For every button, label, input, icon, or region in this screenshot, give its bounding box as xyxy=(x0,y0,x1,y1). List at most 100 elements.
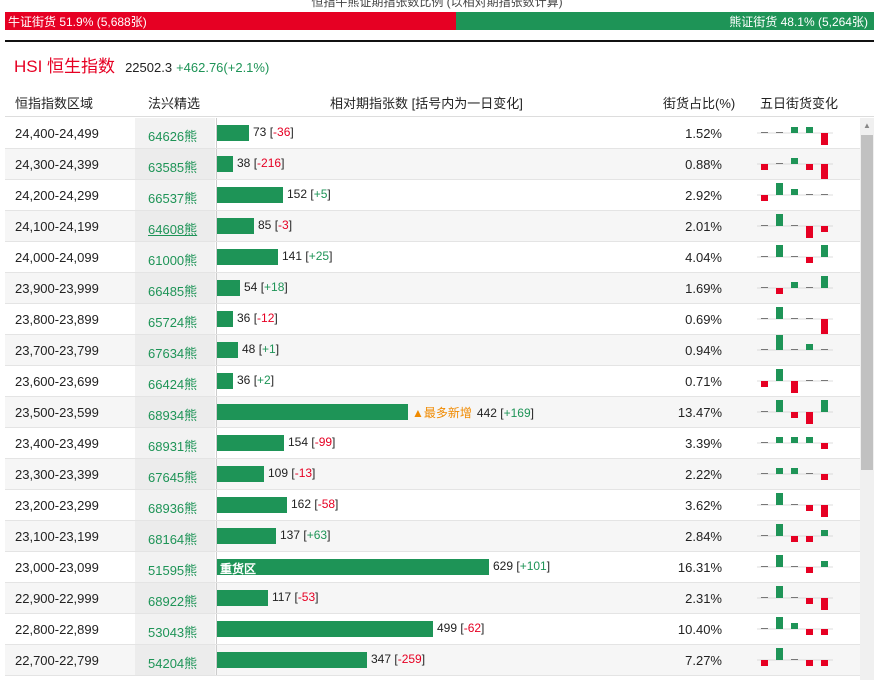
outstanding-pct: 13.47% xyxy=(677,405,722,420)
count-value: 154 xyxy=(288,435,309,449)
code-cell xyxy=(135,459,215,489)
warrant-code-link[interactable]: 67645熊 xyxy=(148,470,198,485)
spark-bar xyxy=(821,194,828,195)
warrant-code-link[interactable]: 68931熊 xyxy=(148,439,198,454)
five-day-sparkline xyxy=(757,245,833,263)
outstanding-pct: 2.01% xyxy=(685,219,722,234)
spark-bar xyxy=(761,411,768,412)
count-value: 347 xyxy=(371,652,392,666)
count-value: 442 xyxy=(476,406,497,420)
spark-bar xyxy=(821,276,828,288)
spark-bar xyxy=(821,474,828,480)
scroll-up-arrow-icon[interactable]: ▲ xyxy=(863,121,871,130)
code-cell xyxy=(135,397,215,427)
spark-bar xyxy=(821,505,828,517)
warrant-code-link[interactable]: 64608熊 xyxy=(148,222,198,237)
contracts-bar-area: 54 [+18] xyxy=(216,273,666,303)
outstanding-pct: 0.94% xyxy=(685,343,722,358)
warrant-code-link[interactable]: 67634熊 xyxy=(148,346,198,361)
warrant-code-link[interactable]: 51595熊 xyxy=(148,563,198,578)
warrant-code-link[interactable]: 66485熊 xyxy=(148,284,198,299)
warrant-code-link[interactable]: 66537熊 xyxy=(148,191,198,206)
contracts-count: 347 [-259] xyxy=(371,652,426,666)
spark-bar xyxy=(806,380,813,381)
spark-bar xyxy=(776,524,783,536)
warrant-code-link[interactable]: 68934熊 xyxy=(148,408,198,423)
warrant-code-link[interactable]: 68922熊 xyxy=(148,594,198,609)
spark-bar xyxy=(776,400,783,412)
outstanding-pct: 3.39% xyxy=(685,436,722,451)
five-day-sparkline xyxy=(757,555,833,573)
warrant-code-link[interactable]: 61000熊 xyxy=(148,253,198,268)
five-day-sparkline xyxy=(757,369,833,393)
count-value: 36 xyxy=(237,373,251,387)
index-range: 23,700-23,799 xyxy=(15,343,99,358)
spark-bar xyxy=(791,349,798,350)
five-day-sparkline xyxy=(757,617,833,635)
table-row: 22,800-22,899 53043熊 499 [-62] 10.40% xyxy=(5,614,860,645)
contracts-count: 54 [+18] xyxy=(244,280,288,294)
spark-bar xyxy=(761,164,768,170)
outstanding-pct: 1.52% xyxy=(685,126,722,141)
spark-bar xyxy=(821,245,828,257)
header-code: 法兴精选 xyxy=(148,96,201,111)
spark-bar xyxy=(806,164,813,170)
warrant-code-link[interactable]: 65724熊 xyxy=(148,315,198,330)
code-cell xyxy=(135,552,215,582)
outstanding-pct: 10.40% xyxy=(677,622,722,637)
warrant-code-link[interactable]: 53043熊 xyxy=(148,625,198,640)
five-day-sparkline xyxy=(757,214,833,238)
warrant-code-link[interactable]: 54204熊 xyxy=(148,656,198,671)
table-row: 23,600-23,699 66424熊 36 [+2] 0.71% xyxy=(5,366,860,397)
scrollbar-thumb[interactable] xyxy=(861,135,873,470)
contracts-bar-area: 重货区 629 [+101] xyxy=(216,552,666,582)
spark-bar xyxy=(821,226,828,232)
five-day-sparkline xyxy=(757,276,833,294)
spark-bar xyxy=(821,349,828,350)
bull-ratio-text: 牛证街货 51.9% (5,688张) xyxy=(8,14,147,29)
spark-bar xyxy=(791,659,798,660)
outstanding-pct: 2.84% xyxy=(685,529,722,544)
index-range: 24,300-24,399 xyxy=(15,157,99,172)
contracts-bar xyxy=(217,187,283,203)
warrant-code-link[interactable]: 68936熊 xyxy=(148,501,198,516)
index-value: 22502.3 xyxy=(125,60,173,75)
contracts-bar-area: 152 [+5] xyxy=(216,180,666,210)
count-change: -3 xyxy=(278,218,289,232)
spark-bar xyxy=(806,598,813,604)
header-contracts: 相对期指张数 [括号内为一日变化] xyxy=(330,96,523,111)
heavy-zone-label: 重货区 xyxy=(220,562,257,576)
outstanding-pct: 2.22% xyxy=(685,467,722,482)
index-range: 23,800-23,899 xyxy=(15,312,99,327)
spark-bar xyxy=(761,287,768,288)
spark-bar xyxy=(761,535,768,536)
warrant-code-link[interactable]: 64626熊 xyxy=(148,129,198,144)
index-range: 22,800-22,899 xyxy=(15,622,99,637)
code-cell xyxy=(135,645,215,675)
code-cell xyxy=(135,490,215,520)
warrant-code-link[interactable]: 68164熊 xyxy=(148,532,198,547)
index-name: HSI 恒生指数 xyxy=(14,57,116,76)
spark-bar xyxy=(806,629,813,635)
count-value: 137 xyxy=(280,528,301,542)
spark-bar xyxy=(761,195,768,201)
index-change: +462.76(+2.1%) xyxy=(176,60,270,75)
index-range: 22,900-22,999 xyxy=(15,591,99,606)
header-pct: 街货占比(%) xyxy=(663,96,736,111)
spark-bar xyxy=(776,648,783,660)
table-row: 24,400-24,499 64626熊 73 [-36] 1.52% xyxy=(5,118,860,149)
count-value: 38 xyxy=(237,156,251,170)
contracts-count: 162 [-58] xyxy=(291,497,339,511)
outstanding-pct: 16.31% xyxy=(677,560,722,575)
spark-bar xyxy=(821,629,828,635)
warrant-code-link[interactable]: 63585熊 xyxy=(148,160,198,175)
warrant-code-link[interactable]: 66424熊 xyxy=(148,377,198,392)
spark-bar xyxy=(761,132,768,133)
count-change: +2 xyxy=(257,373,271,387)
spark-bar xyxy=(761,256,768,257)
table-row: 23,200-23,299 68936熊 162 [-58] 3.62% xyxy=(5,490,860,521)
code-cell xyxy=(135,149,215,179)
spark-bar xyxy=(761,566,768,567)
count-change: -53 xyxy=(297,590,316,604)
contracts-bar xyxy=(217,311,233,327)
